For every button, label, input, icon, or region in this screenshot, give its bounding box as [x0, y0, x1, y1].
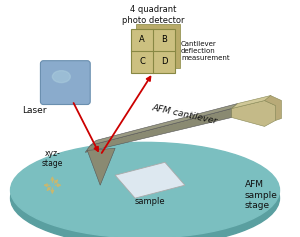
Ellipse shape [11, 150, 280, 237]
Polygon shape [90, 104, 238, 145]
Text: sample: sample [135, 197, 165, 206]
Polygon shape [115, 162, 185, 198]
Polygon shape [232, 96, 275, 109]
Polygon shape [87, 148, 115, 185]
Polygon shape [265, 96, 281, 120]
Bar [136, 24, 180, 68]
Text: B: B [161, 35, 167, 44]
Text: 4 quadrant
photo detector: 4 quadrant photo detector [122, 5, 184, 25]
Text: AFM cantilever: AFM cantilever [151, 103, 218, 125]
Ellipse shape [52, 71, 70, 83]
Text: xyz-
stage: xyz- stage [42, 149, 63, 168]
Polygon shape [232, 100, 275, 126]
Text: AFM
sample
stage: AFM sample stage [244, 180, 278, 210]
FancyBboxPatch shape [40, 61, 90, 105]
Polygon shape [85, 109, 232, 152]
Bar [131, 29, 175, 73]
Ellipse shape [11, 142, 280, 237]
Text: Laser: Laser [22, 105, 47, 114]
Text: Cantilever
deflection
measurement: Cantilever deflection measurement [181, 41, 230, 61]
Text: A: A [139, 35, 145, 44]
Text: C: C [139, 57, 145, 66]
Text: D: D [161, 57, 167, 66]
